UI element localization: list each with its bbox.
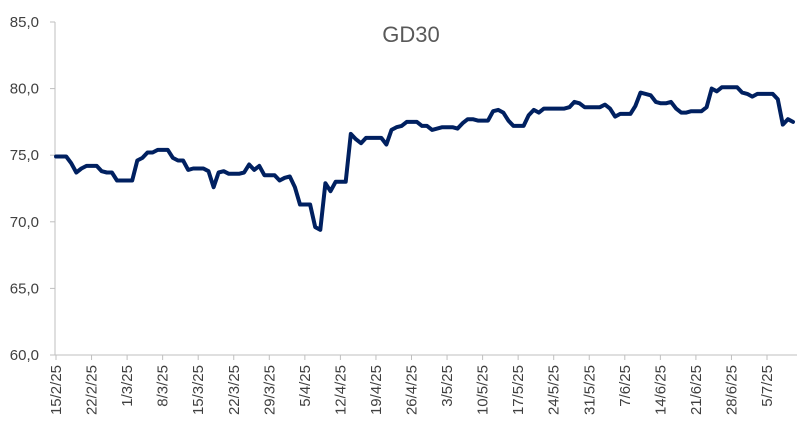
y-tick-label: 75,0: [10, 147, 39, 164]
x-tick-label: 22/2/25: [84, 365, 101, 415]
x-tick-label: 24/5/25: [546, 365, 563, 415]
x-tick-label: 10/5/25: [475, 365, 492, 415]
x-tick-label: 19/4/25: [368, 365, 385, 415]
x-tick-label: 7/6/25: [617, 365, 634, 407]
x-tick-label: 22/3/25: [226, 365, 243, 415]
x-tick-label: 12/4/25: [332, 365, 349, 415]
y-axis-ticks: 60,0 65,0 70,0 75,0 80,0 85,0: [10, 14, 55, 364]
x-tick-label: 29/3/25: [261, 365, 278, 415]
y-tick-label: 70,0: [10, 214, 39, 231]
chart-title: GD30: [382, 22, 439, 47]
x-tick-label: 21/6/25: [688, 365, 705, 415]
y-tick-label: 85,0: [10, 14, 39, 31]
x-tick-label: 26/4/25: [404, 365, 421, 415]
y-tick-label: 65,0: [10, 280, 39, 297]
x-tick-label: 28/6/25: [723, 365, 740, 415]
x-tick-label: 14/6/25: [652, 365, 669, 415]
x-tick-label: 15/3/25: [190, 365, 207, 415]
x-axis-ticks: 15/2/25 22/2/25 1/3/25 8/3/25 15/3/25 22/3/25…: [48, 355, 776, 415]
x-tick-label: 8/3/25: [155, 365, 172, 407]
x-tick-label: 17/5/25: [510, 365, 527, 415]
x-tick-label: 3/5/25: [439, 365, 456, 407]
x-tick-label: 5/4/25: [297, 365, 314, 407]
x-tick-label: 5/7/25: [759, 365, 776, 407]
y-tick-label: 80,0: [10, 81, 39, 98]
y-tick-label: 60,0: [10, 347, 39, 364]
x-tick-label: 1/3/25: [119, 365, 136, 407]
x-tick-label: 15/2/25: [48, 365, 65, 415]
x-tick-label: 31/5/25: [581, 365, 598, 415]
series-line-gd30: [54, 85, 795, 232]
